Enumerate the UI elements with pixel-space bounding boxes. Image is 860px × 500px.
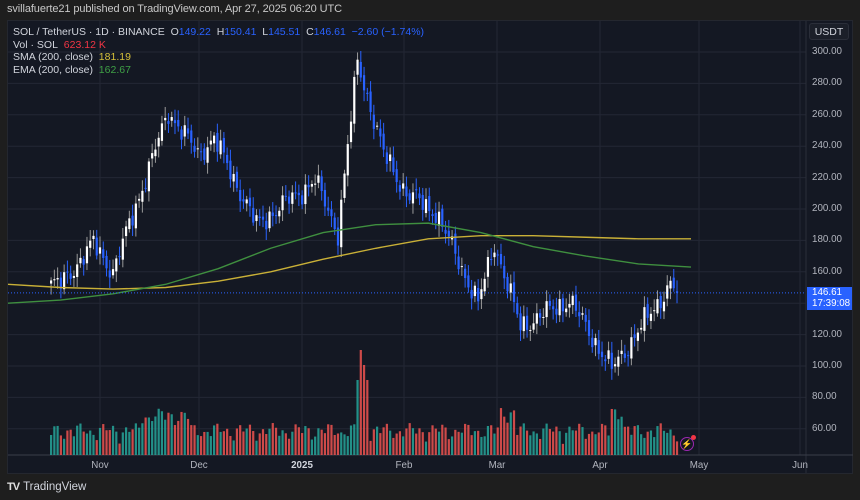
open-value: 149.22: [178, 26, 211, 38]
price-tick: 300.00: [812, 46, 842, 57]
time-tick: Dec: [190, 460, 208, 471]
price-tick: 60.00: [812, 422, 837, 434]
volume-legend-row[interactable]: Vol · SOL 623.12 K: [13, 38, 106, 51]
time-tick: Mar: [488, 460, 506, 471]
brand-name: TradingView: [23, 481, 87, 493]
last-price-value: 146.61: [812, 287, 842, 298]
last-price-tag: 146.61 17:39:08: [807, 287, 852, 310]
ema-value: 162.67: [98, 64, 131, 77]
price-tick: 80.00: [812, 391, 837, 403]
time-tick: 2025: [291, 460, 313, 471]
close-value: 146.61: [313, 26, 346, 38]
time-tick: Apr: [592, 460, 608, 471]
chart-legend: SOL / TetherUS · 1D · BINANCE O149.22 H1…: [13, 26, 424, 77]
price-tick: 120.00: [812, 328, 842, 340]
price-tick: 280.00: [812, 77, 842, 89]
lightning-alert-icon[interactable]: ⚡: [680, 435, 696, 451]
tv-logo-icon: TV: [7, 481, 20, 493]
price-tick: 220.00: [812, 171, 842, 183]
change-value: −2.60 (−1.74%): [351, 26, 425, 38]
time-tick: Nov: [91, 460, 109, 471]
volume-value: 623.12 K: [63, 38, 106, 51]
tradingview-logo: TV TradingView: [7, 481, 86, 493]
ohlc-row: SOL / TetherUS · 1D · BINANCE O149.22 H1…: [13, 26, 425, 38]
price-tick: 180.00: [812, 234, 842, 246]
time-tick: Jun: [792, 460, 808, 471]
price-tick: 200.00: [812, 203, 842, 214]
currency-button[interactable]: USDT: [809, 23, 849, 40]
symbol-label[interactable]: SOL / TetherUS · 1D · BINANCE: [13, 26, 165, 38]
notification-dot: [691, 435, 696, 440]
price-tick: 100.00: [812, 360, 842, 371]
chart-frame[interactable]: [7, 20, 853, 474]
low-value: 145.51: [268, 26, 301, 38]
high-value: 150.41: [224, 26, 257, 38]
price-tick: 160.00: [812, 265, 842, 277]
sma-legend-row[interactable]: SMA (200, close) 181.19: [13, 51, 131, 64]
time-tick: Feb: [395, 460, 413, 471]
published-by-text: svillafuerte21 published on TradingView.…: [7, 3, 342, 15]
price-tick: 260.00: [812, 108, 842, 120]
time-tick: May: [689, 460, 709, 471]
ema-legend-row[interactable]: EMA (200, close) 162.67: [13, 64, 131, 77]
bar-countdown: 17:39:08: [812, 297, 851, 309]
price-tick: 240.00: [812, 140, 842, 152]
sma-value: 181.19: [98, 51, 131, 64]
